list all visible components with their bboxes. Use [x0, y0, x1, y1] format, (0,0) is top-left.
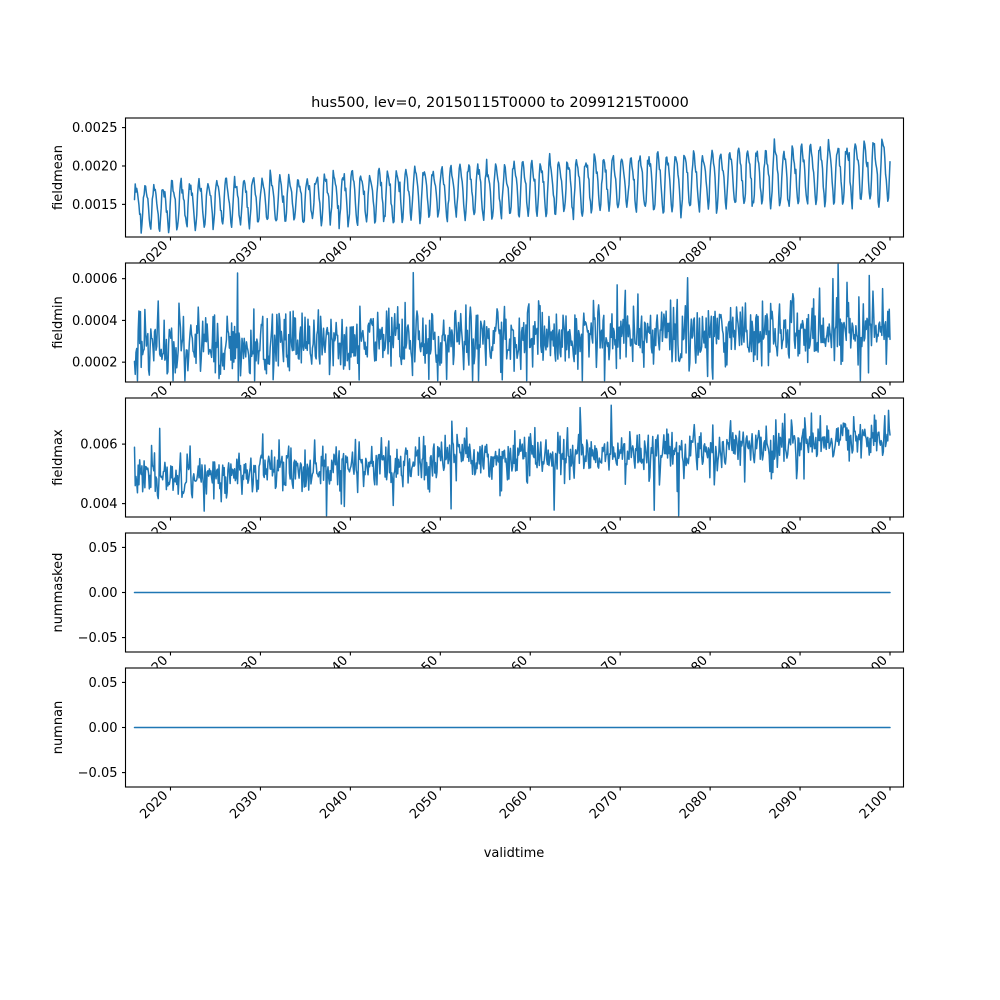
y-axis-label-fieldmax: fieldmax [51, 429, 66, 486]
figure-title: hus500, lev=0, 20150115T0000 to 20991215… [311, 95, 689, 111]
y-axis-label-fieldmin: fieldmin [51, 296, 66, 349]
axes-spines-fieldmax [124, 397, 905, 518]
axes-spines-numnan [124, 667, 905, 788]
subplot-stack: 2020 2030 2040 2050 2060 2070 2080 2090 21000.00… [51, 117, 905, 822]
axes-spines-fieldmean [124, 117, 905, 238]
y-axis-label-fieldmean: fieldmean [51, 145, 66, 210]
y-tick-label: 0.0020 [72, 159, 118, 174]
y-tick-label: 0.00 [89, 586, 118, 601]
y-tick-label: 0.05 [89, 676, 118, 691]
x-axis-label: validtime [484, 846, 545, 861]
y-tick-label: 0.006 [80, 438, 117, 453]
y-tick-label: 0.0004 [72, 314, 118, 329]
y-tick-label: 0.0006 [72, 272, 118, 287]
axes-spines-fieldmin [124, 262, 905, 383]
y-tick-label: 0.0025 [72, 121, 118, 136]
data-line-fieldmax [133, 404, 891, 517]
y-tick-label: 0.0015 [72, 198, 118, 213]
plot-area-fieldmean [125, 118, 904, 237]
y-tick-label: 0.05 [89, 541, 118, 556]
axes-spines-nummasked [124, 532, 905, 653]
y-tick-label: 0.00 [89, 721, 118, 736]
y-tick-label: 0.0002 [72, 356, 118, 371]
data-line-fieldmin [133, 263, 891, 382]
y-axis-label-numnan: numnan [51, 701, 66, 755]
y-tick-label: 0.004 [80, 497, 117, 512]
data-line-fieldmean [133, 138, 891, 234]
y-tick-label: −0.05 [78, 631, 118, 646]
y-tick-label: −0.05 [78, 766, 118, 781]
y-axis-label-nummasked: nummasked [51, 553, 66, 633]
